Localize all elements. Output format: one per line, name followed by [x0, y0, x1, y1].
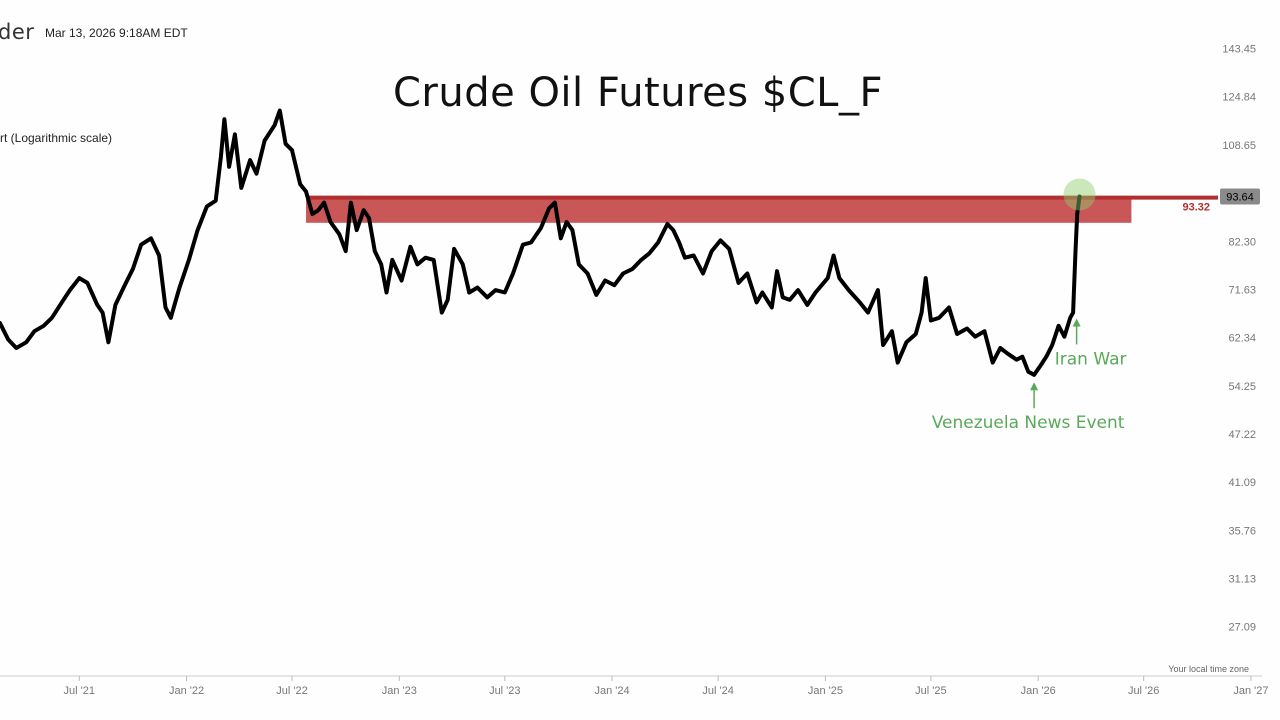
- annotation-layer: Iran War Venezuela News Event: [932, 318, 1127, 433]
- x-tick-label: Jan '27: [1233, 685, 1268, 697]
- x-tick-label: Jul '21: [64, 685, 95, 697]
- x-tick-label: Jul '25: [915, 685, 946, 697]
- resistance-zone-layer: 93.32: [306, 195, 1218, 223]
- y-tick-label: 47.22: [1228, 429, 1256, 441]
- annotation-label: Venezuela News Event: [932, 413, 1125, 433]
- y-tick-label: 82.30: [1228, 236, 1256, 248]
- x-tick-label: Jan '23: [382, 685, 417, 697]
- timestamp: Mar 13, 2026 9:18AM EDT: [45, 26, 188, 40]
- last-price-highlight: [1063, 178, 1096, 211]
- annotation: Venezuela News Event: [932, 382, 1125, 433]
- annotation-arrow-head: [1072, 318, 1081, 327]
- x-tick-label: Jan '22: [169, 685, 204, 697]
- y-tick-label: 31.13: [1228, 573, 1256, 585]
- x-tick-label: Jul '26: [1128, 685, 1159, 697]
- annotation-label: Iran War: [1055, 349, 1127, 369]
- x-tick-label: Jul '24: [702, 685, 733, 697]
- brand-logo-text: der: [0, 20, 35, 44]
- annotation-arrow-head: [1030, 382, 1039, 391]
- timezone-note: Your local time zone: [1168, 664, 1249, 674]
- price-line-layer: [0, 108, 1096, 377]
- last-price-tag-label: 93.64: [1226, 191, 1254, 203]
- resistance-zone: [306, 197, 1132, 223]
- y-tick-label: 124.84: [1222, 92, 1256, 104]
- last-price-tag: [1220, 188, 1260, 205]
- y-tick-label: 27.09: [1228, 622, 1256, 634]
- y-tick-label: 71.63: [1228, 284, 1256, 296]
- scale-note: rt (Logarithmic scale): [0, 131, 113, 145]
- x-tick-label: Jan '25: [808, 685, 843, 697]
- y-tick-label: 54.25: [1228, 381, 1256, 393]
- y-tick-label: 143.45: [1222, 44, 1256, 56]
- chart-title: Crude Oil Futures $CL_F: [393, 70, 883, 116]
- reference-line-label: 93.32: [1182, 202, 1210, 214]
- x-tick-label: Jan '24: [594, 685, 629, 697]
- y-tick-label: 62.34: [1228, 333, 1256, 345]
- y-axis: 143.45124.84108.6594.5682.3071.6362.3454…: [1220, 44, 1260, 634]
- y-tick-label: 35.76: [1228, 525, 1256, 537]
- y-tick-label: 41.09: [1228, 477, 1256, 489]
- x-axis: Jul '21 Jan '22 Jul '22 Jan '23 Jul '23 Jan '…: [64, 676, 1268, 697]
- y-tick-label: 108.65: [1222, 140, 1256, 152]
- x-tick-label: Jul '22: [276, 685, 307, 697]
- x-tick-label: Jan '26: [1021, 685, 1056, 697]
- x-tick-label: Jul '23: [489, 685, 520, 697]
- annotation: Iran War: [1055, 318, 1127, 369]
- price-series-line: [0, 108, 1082, 377]
